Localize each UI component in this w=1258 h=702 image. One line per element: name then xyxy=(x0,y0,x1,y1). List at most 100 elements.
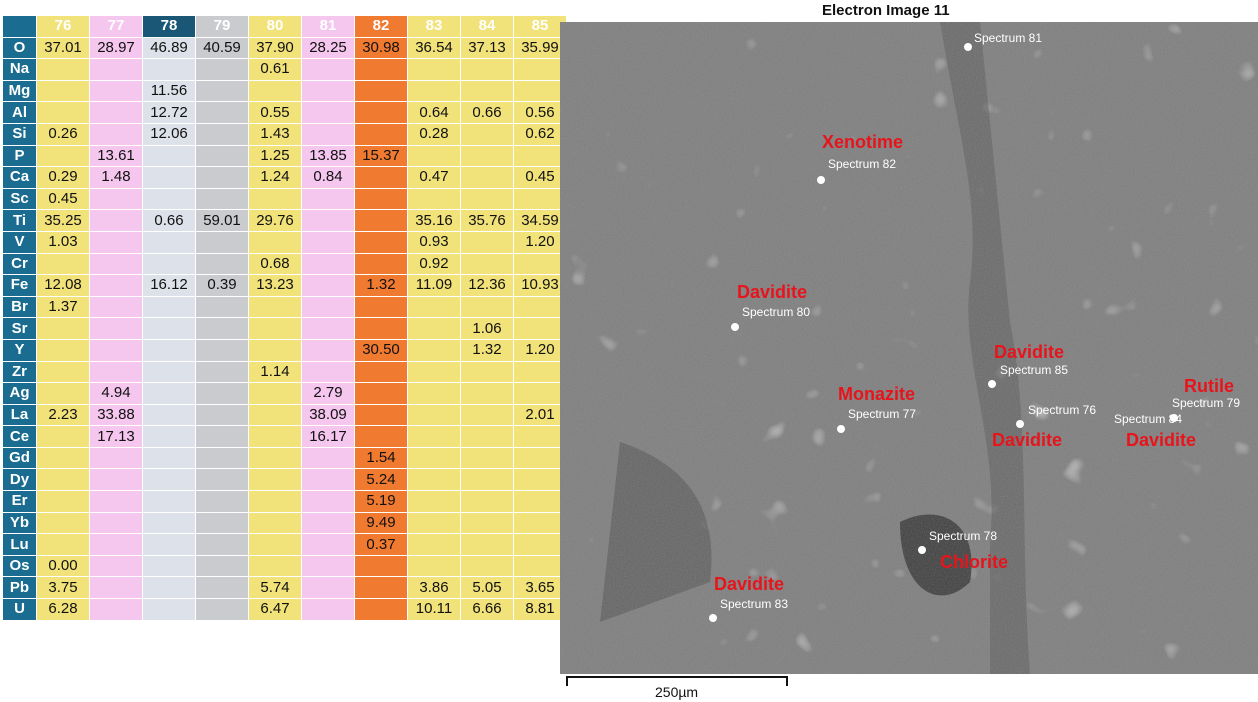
table-cell xyxy=(461,383,513,404)
table-cell xyxy=(196,512,248,534)
table-cell xyxy=(249,188,301,210)
table-cell: 0.29 xyxy=(37,167,89,188)
table-cell xyxy=(196,318,248,339)
table-cell xyxy=(302,339,354,361)
table-cell: 37.01 xyxy=(37,37,89,59)
table-cell xyxy=(143,188,195,210)
table-cell xyxy=(408,491,460,512)
spectrum-marker xyxy=(1170,414,1178,422)
table-cell xyxy=(302,275,354,296)
element-label-al: Al xyxy=(3,102,36,123)
table-cell: 5.05 xyxy=(461,577,513,599)
table-cell xyxy=(196,59,248,80)
table-cell xyxy=(196,383,248,404)
table-cell xyxy=(143,512,195,534)
mineral-label-davidite: Davidite xyxy=(1126,430,1196,450)
table-cell xyxy=(355,123,407,145)
table-cell xyxy=(302,447,354,469)
table-row: Br 1.37 xyxy=(3,296,566,318)
table-cell xyxy=(249,491,301,512)
spectrum-label: Spectrum 85 xyxy=(1000,363,1068,377)
spectrum-marker xyxy=(964,43,972,51)
table-cell xyxy=(37,447,89,469)
table-cell: 0.61 xyxy=(249,59,301,80)
table-cell xyxy=(408,469,460,491)
table-cell xyxy=(90,447,142,469)
table-cell: 12.06 xyxy=(143,123,195,145)
element-label-dy: Dy xyxy=(3,469,36,491)
table-cell xyxy=(461,231,513,253)
table-cell xyxy=(143,577,195,599)
table-cell: 1.03 xyxy=(37,231,89,253)
table-row: Y 30.50 1.32 1.20 xyxy=(3,339,566,361)
table-cell xyxy=(461,534,513,555)
table-cell xyxy=(37,318,89,339)
element-label-mg: Mg xyxy=(3,80,36,102)
table-cell xyxy=(90,80,142,102)
table-cell xyxy=(408,59,460,80)
table-cell xyxy=(37,469,89,491)
element-label-yb: Yb xyxy=(3,512,36,534)
table-header-row: 76 77 78 79 80 81 82 83 84 85 xyxy=(3,16,566,37)
table-cell xyxy=(461,555,513,577)
table-row: Ti 35.25 0.66 59.01 29.76 35.16 35.76 34.59 xyxy=(3,210,566,231)
table-cell xyxy=(355,80,407,102)
table-cell: 10.93 xyxy=(514,275,566,296)
table-cell xyxy=(37,59,89,80)
table-cell xyxy=(302,599,354,620)
element-label-ti: Ti xyxy=(3,210,36,231)
table-cell xyxy=(90,512,142,534)
table-cell xyxy=(143,145,195,167)
table-cell xyxy=(143,361,195,383)
table-cell: 17.13 xyxy=(90,426,142,447)
table-cell xyxy=(196,534,248,555)
table-cell xyxy=(90,296,142,318)
table-cell: 16.12 xyxy=(143,275,195,296)
table-cell: 0.93 xyxy=(408,231,460,253)
table-cell: 1.48 xyxy=(90,167,142,188)
table-row: Ca 0.29 1.48 1.24 0.84 0.47 0.45 xyxy=(3,167,566,188)
table-cell xyxy=(90,253,142,275)
table-cell xyxy=(514,145,566,167)
table-cell xyxy=(143,383,195,404)
table-cell: 29.76 xyxy=(249,210,301,231)
table-cell: 1.06 xyxy=(461,318,513,339)
table-cell: 16.17 xyxy=(302,426,354,447)
table-cell xyxy=(196,296,248,318)
table-cell xyxy=(355,167,407,188)
element-label-zr: Zr xyxy=(3,361,36,383)
table-cell xyxy=(143,231,195,253)
spectrum-marker xyxy=(817,176,825,184)
table-cell xyxy=(37,145,89,167)
table-cell xyxy=(249,296,301,318)
table-cell xyxy=(196,231,248,253)
table-cell xyxy=(461,123,513,145)
table-cell: 35.25 xyxy=(37,210,89,231)
spectrum-marker xyxy=(837,425,845,433)
table-cell xyxy=(143,296,195,318)
table-cell xyxy=(408,404,460,426)
element-label-u: U xyxy=(3,599,36,620)
table-cell xyxy=(461,426,513,447)
element-label-lu: Lu xyxy=(3,534,36,555)
table-row: Dy 5.24 xyxy=(3,469,566,491)
table-cell: 0.45 xyxy=(514,167,566,188)
column-header-77: 77 xyxy=(90,16,142,37)
table-cell xyxy=(355,555,407,577)
table-cell xyxy=(196,80,248,102)
table-cell: 5.19 xyxy=(355,491,407,512)
table-cell xyxy=(196,577,248,599)
table-cell xyxy=(408,447,460,469)
table-cell xyxy=(196,102,248,123)
table-cell xyxy=(355,404,407,426)
table-row: Sr 1.06 xyxy=(3,318,566,339)
table-cell: 1.54 xyxy=(355,447,407,469)
table-cell xyxy=(143,426,195,447)
table-cell xyxy=(143,253,195,275)
spectrum-marker xyxy=(709,614,717,622)
table-cell xyxy=(90,102,142,123)
table-cell: 28.25 xyxy=(302,37,354,59)
table-row: Lu 0.37 xyxy=(3,534,566,555)
table-cell xyxy=(302,577,354,599)
table-cell xyxy=(143,599,195,620)
